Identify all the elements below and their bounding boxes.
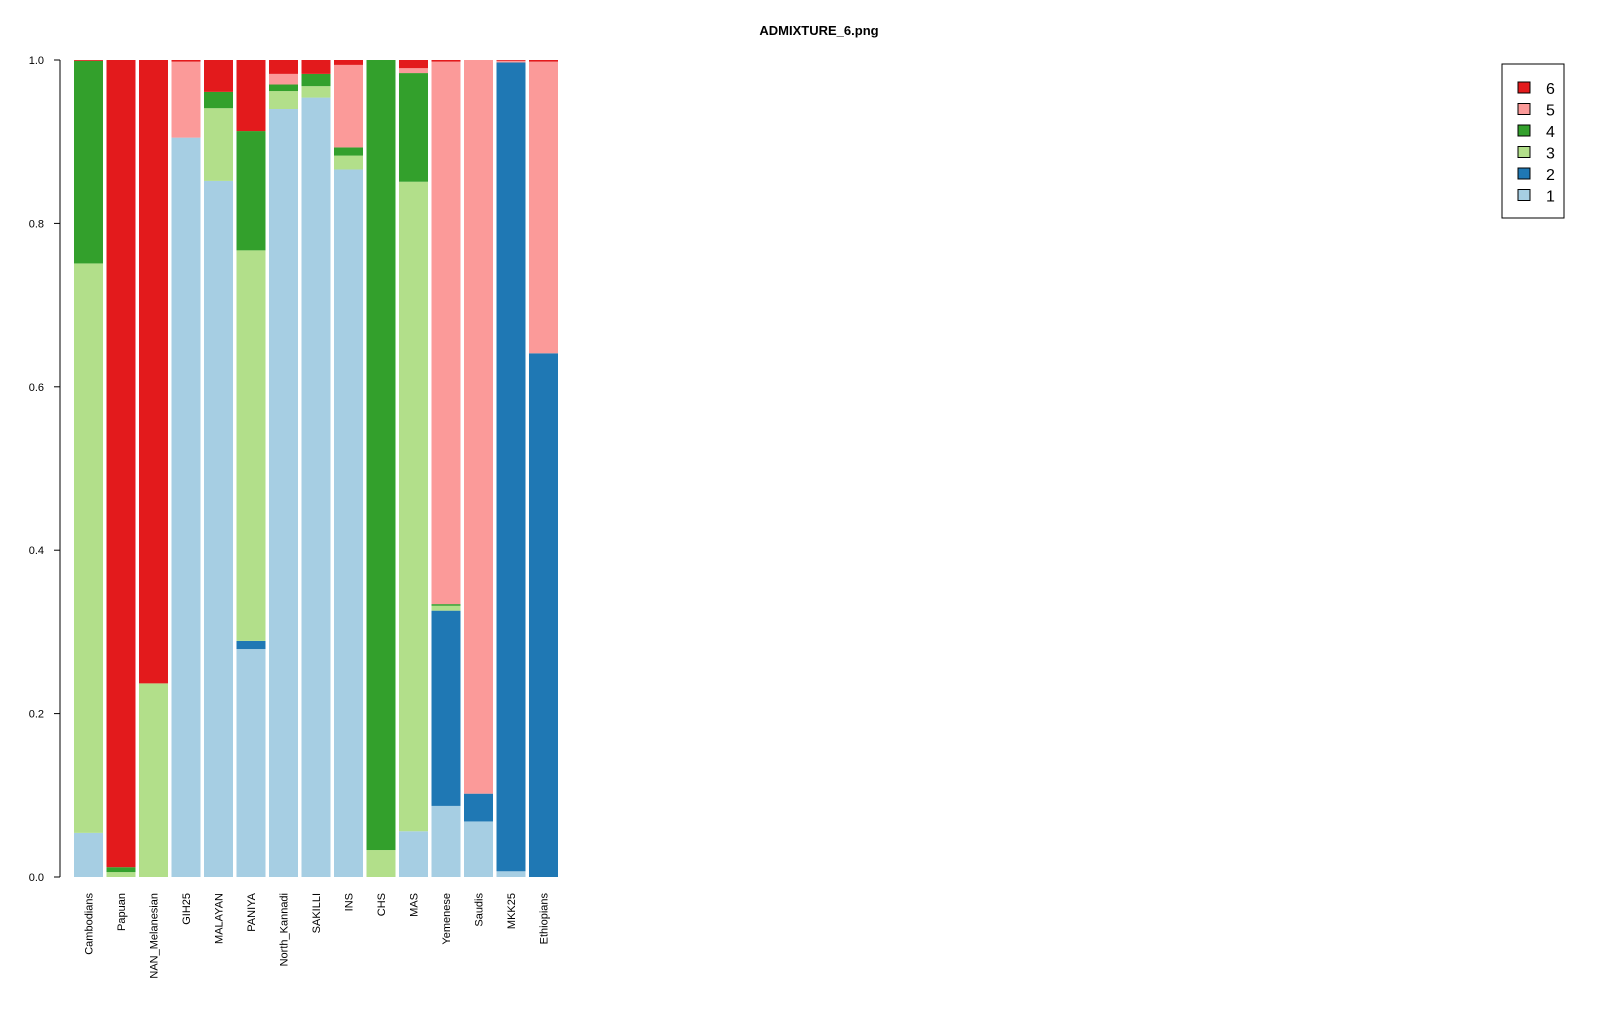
bar-segment	[464, 821, 493, 877]
bar-segment	[529, 60, 558, 62]
bar-segment	[431, 60, 461, 62]
x-tick-label: North_Kannadi	[279, 893, 291, 966]
y-tick-label: 0.2	[29, 709, 44, 721]
bar-segment	[74, 60, 103, 264]
legend-label: 5	[1546, 103, 1555, 120]
legend: 6 5 4 3 2 1	[1501, 63, 1565, 219]
bar-segment	[204, 180, 233, 877]
x-tick-label: MALAYAN	[214, 893, 226, 944]
legend-label: 6	[1546, 81, 1555, 98]
x-tick-label: Saudis	[474, 893, 486, 927]
legend-label: 3	[1546, 146, 1555, 163]
bar-segment	[236, 640, 266, 650]
bar-segment	[496, 60, 526, 61]
bar-segment	[236, 250, 266, 641]
bar-segment	[106, 60, 136, 868]
bar-segment	[204, 108, 233, 181]
bar-segment	[139, 683, 168, 877]
bar-segment	[106, 872, 136, 877]
chart-title: ADMIXTURE_6.png	[759, 23, 878, 38]
y-tick-label: 0.8	[29, 218, 44, 230]
y-axis: 0.0 0.2 0.4 0.6 0.8 1.0	[29, 55, 60, 884]
legend-swatch	[1517, 124, 1531, 137]
legend-swatch	[1517, 167, 1531, 180]
bar-segment	[334, 155, 363, 170]
bar-segment	[269, 60, 298, 74]
bar-segment	[529, 353, 558, 878]
x-axis-labels: Cambodians Papuan NAN_Melanesian GIH25 MALAY…	[84, 892, 551, 978]
y-tick-label: 0.6	[29, 382, 44, 394]
x-tick-label: CHS	[376, 893, 388, 916]
bar-segment	[269, 73, 298, 85]
bar-segment	[334, 147, 363, 156]
legend-swatch	[1517, 81, 1531, 94]
bar-segment	[431, 610, 461, 806]
bar-segment	[74, 832, 103, 877]
x-tick-label: Papuan	[116, 893, 128, 931]
bars-group	[74, 60, 558, 878]
x-tick-label: MAS	[409, 893, 421, 917]
bar-segment	[431, 604, 461, 606]
bar-segment	[464, 793, 493, 822]
legend-label: 1	[1546, 189, 1555, 206]
bar-segment	[106, 867, 136, 873]
bar-segment	[301, 73, 331, 87]
bar-segment	[236, 60, 266, 132]
x-tick-label: MKK25	[506, 893, 518, 929]
x-tick-label: Ethiopians	[539, 893, 551, 945]
bar-segment	[74, 60, 103, 61]
bar-segment	[301, 60, 331, 74]
legend-label: 4	[1546, 124, 1555, 141]
x-tick-label: GIH25	[181, 893, 193, 925]
legend-swatch	[1517, 189, 1531, 201]
bar-segment	[399, 73, 428, 182]
bar-segment	[236, 131, 266, 251]
bar-segment	[334, 169, 363, 877]
bar-segment	[204, 91, 233, 109]
bar-segment	[496, 60, 526, 63]
y-tick-label: 1.0	[29, 55, 44, 67]
bar-segment	[269, 84, 298, 92]
x-tick-label: INS	[344, 893, 356, 911]
bar-segment	[171, 60, 201, 62]
bar-segment	[74, 263, 103, 833]
bar-segment	[236, 649, 266, 877]
bar-segment	[431, 805, 461, 877]
x-tick-label: SAKILLI	[311, 893, 323, 933]
bar-segment	[171, 61, 201, 138]
bar-segment	[204, 60, 233, 92]
bar-segment	[529, 61, 558, 354]
bar-segment	[431, 605, 461, 611]
bar-segment	[399, 831, 428, 877]
x-tick-label: Cambodians	[84, 893, 96, 955]
legend-label: 2	[1546, 167, 1555, 184]
bar-segment	[496, 871, 526, 877]
bar-segment	[269, 91, 298, 110]
y-tick-label: 0.0	[29, 872, 44, 884]
bar-segment	[171, 137, 201, 878]
bar-segment	[301, 97, 331, 877]
bar-segment	[269, 109, 298, 877]
bar-segment	[431, 61, 461, 605]
bar-segment	[399, 181, 428, 832]
x-tick-label: NAN_Melanesian	[149, 893, 161, 979]
x-tick-label: Yemenese	[441, 893, 453, 945]
bar-segment	[496, 62, 526, 872]
bar-segment	[464, 60, 493, 794]
bar-segment	[334, 60, 363, 65]
bar-segment	[399, 68, 428, 74]
legend-swatch	[1517, 146, 1531, 158]
bar-segment	[366, 60, 396, 851]
legend-box	[1501, 63, 1565, 219]
bar-segment	[334, 64, 363, 148]
bar-segment	[139, 60, 168, 684]
bar-segment	[399, 60, 428, 69]
bar-segment	[301, 86, 331, 98]
x-tick-label: PANIYA	[246, 892, 258, 931]
y-tick-label: 0.4	[29, 545, 44, 557]
legend-swatch	[1517, 103, 1531, 115]
bar-segment	[366, 850, 396, 877]
